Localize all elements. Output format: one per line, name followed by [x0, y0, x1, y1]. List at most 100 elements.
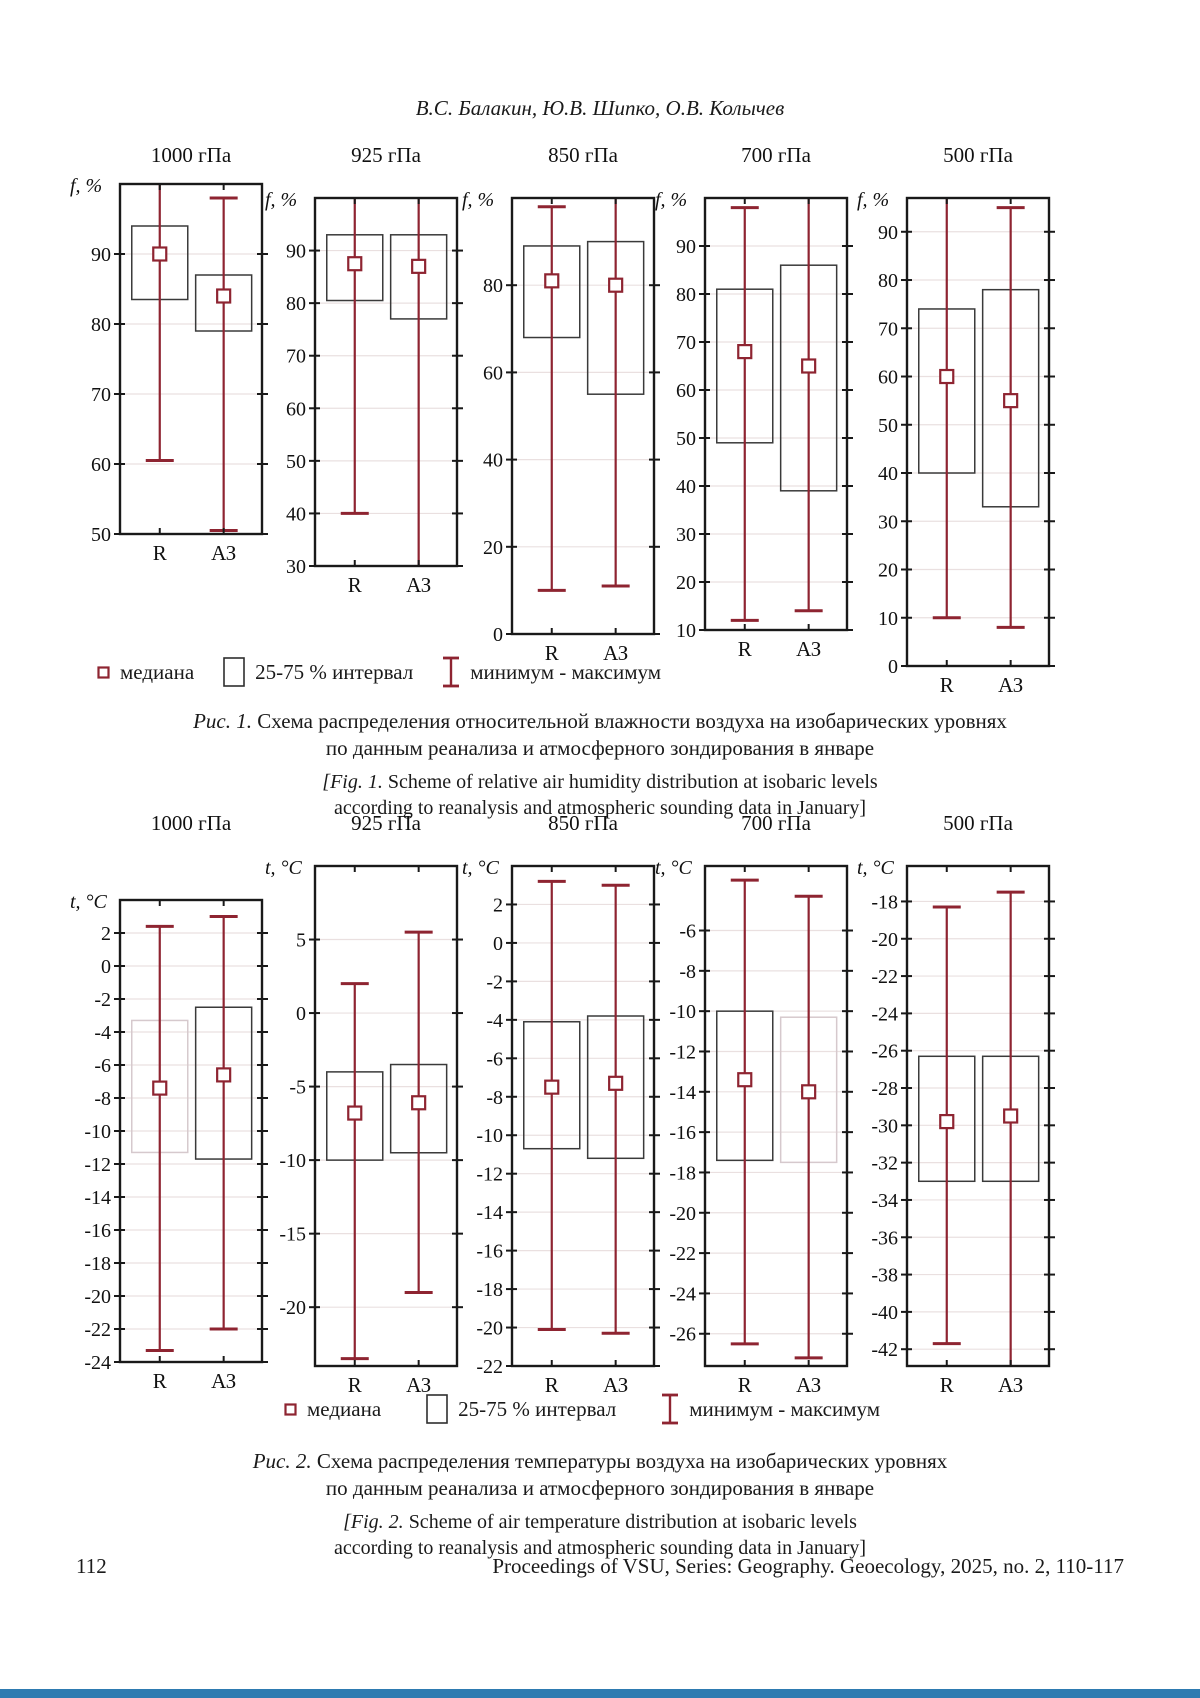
category-label: R	[348, 573, 362, 597]
category-label: АЗ	[603, 641, 628, 665]
y-tick-label: 30	[286, 556, 306, 578]
y-tick-label: 30	[878, 511, 898, 533]
y-tick-label: -6	[679, 921, 696, 943]
median-marker-АЗ	[216, 288, 232, 304]
figure2-caption: Рис. 2. Схема распределения температуры …	[0, 1448, 1200, 1561]
figure-1: 90 80 70 60 50 R АЗ 1000 гПа f, % 90 80 70 60 50 40 30 R…	[0, 138, 1200, 698]
median-marker-R	[152, 1080, 168, 1096]
boxplot-svg: 90 80 70 60 50 40 30 20 10 0 R АЗ 500 гПа f, %	[857, 143, 1055, 697]
y-tick-label: -14	[476, 1202, 503, 1224]
y-tick-label: 2	[493, 894, 503, 916]
footer-journal-line: Proceedings of VSU, Series: Geography. G…	[492, 1554, 1124, 1578]
y-tick-label: 30	[676, 524, 696, 546]
plot-frame	[510, 196, 656, 636]
figure2-caption-ru-prefix: Рис. 2.	[252, 1449, 312, 1473]
figure-2: 2 0 -2 -4 -6 -8 -10 -12 -14 -16 -18 -20 -22 -24 R АЗ 100…	[0, 806, 1200, 1410]
category-label: АЗ	[406, 1373, 431, 1397]
y-tick-label: 80	[483, 275, 503, 297]
boxplot-svg: 2 0 -2 -4 -6 -8 -10 -12 -14 -16 -18 -20 -22 R АЗ 850 гП…	[462, 811, 660, 1397]
figure2-caption-en-prefix: [Fig. 2.	[343, 1511, 404, 1533]
median-marker-R	[939, 368, 955, 385]
y-tick-label: -30	[871, 1115, 898, 1137]
y-tick-label: 40	[286, 503, 306, 525]
legend-box-item: 25-75 % интервал	[222, 656, 413, 688]
y-tick-label: 20	[676, 572, 696, 594]
y-tick-label: 10	[676, 620, 696, 642]
boxplot-svg: 90 80 70 60 50 40 30 20 10 R АЗ 700 гПа f, %	[655, 143, 853, 661]
median-marker-R	[152, 246, 168, 262]
y-tick-label: -12	[669, 1041, 696, 1063]
y-tick-label: -8	[94, 1088, 111, 1110]
median-symbol-icon	[284, 1402, 297, 1416]
y-axis-label: t, °C	[462, 857, 500, 879]
y-tick-label: -12	[476, 1164, 503, 1186]
boxplot-panel-f1-5: 90 80 70 60 50 40 30 20 10 0 R АЗ 500 гПа f, %	[853, 138, 1065, 713]
legend-median-label: медиана	[307, 1396, 382, 1421]
figure1-caption-en-line1: Scheme of relative air humidity distribu…	[382, 771, 878, 793]
y-axis-label: f, %	[265, 189, 297, 211]
figure1-panels: 90 80 70 60 50 R АЗ 1000 гПа f, % 90 80 70 60 50 40 30 R…	[0, 138, 1200, 698]
y-tick-label: 0	[101, 956, 111, 978]
boxplot-svg: 80 60 40 20 0 R АЗ 850 гПа f, %	[462, 143, 660, 665]
y-tick-label: -20	[871, 929, 898, 951]
figure1-caption-ru-line1: Схема распределения относительной влажно…	[251, 709, 1007, 733]
y-tick-label: -22	[84, 1319, 111, 1341]
legend-median-item: медиана	[283, 1397, 381, 1422]
figure2-caption-en-line1: Scheme of air temperature distribution a…	[403, 1511, 857, 1533]
y-tick-label: 40	[676, 476, 696, 498]
y-tick-label: -5	[289, 1077, 306, 1099]
y-tick-label: 40	[483, 450, 503, 472]
figure1-caption-en-line2: according to reanalysis and atmospheric …	[333, 797, 867, 819]
y-tick-label: 90	[878, 222, 898, 244]
plot-frame	[703, 196, 849, 632]
category-label: R	[153, 541, 167, 565]
y-tick-label: -26	[871, 1041, 898, 1063]
plot-frame	[510, 864, 656, 1368]
median-marker-R	[347, 256, 363, 272]
figure2-caption-ru-line2: по данным реанализа и атмосферного зонди…	[325, 1476, 875, 1500]
median-marker-АЗ	[801, 358, 817, 374]
y-tick-label: 70	[91, 384, 111, 406]
figure1-caption-ru-line2: по данным реанализа и атмосферного зонди…	[325, 736, 875, 760]
category-label: R	[153, 1369, 167, 1393]
boxplot-svg: -6 -8 -10 -12 -14 -16 -18 -20 -22 -24 -26 R АЗ 700 гП…	[655, 811, 853, 1397]
y-tick-label: -28	[871, 1078, 898, 1100]
y-tick-label: -18	[871, 891, 898, 913]
boxplot-svg: 90 80 70 60 50 R АЗ 1000 гПа f, %	[70, 143, 268, 565]
y-tick-label: 20	[878, 560, 898, 582]
median-symbol-icon	[97, 665, 110, 679]
legend-median-item: медиана	[96, 660, 194, 685]
y-tick-label: -42	[871, 1339, 898, 1361]
y-tick-label: -20	[669, 1203, 696, 1225]
y-tick-label: -14	[84, 1187, 111, 1209]
y-tick-label: 0	[493, 624, 503, 646]
y-axis-label: f, %	[857, 189, 889, 211]
y-tick-label: 80	[91, 314, 111, 336]
category-label: АЗ	[603, 1373, 628, 1397]
y-tick-label: 10	[878, 608, 898, 630]
legend-median-label: медиана	[120, 659, 195, 684]
median-marker-АЗ	[216, 1067, 232, 1083]
figure2-caption-ru-line1: Схема распределения температуры воздуха …	[311, 1449, 948, 1473]
median-marker-АЗ	[608, 277, 624, 293]
y-tick-label: -16	[476, 1241, 503, 1263]
y-tick-label: -24	[84, 1352, 111, 1374]
category-label: АЗ	[211, 1369, 236, 1393]
median-marker-R	[347, 1105, 363, 1121]
category-label: R	[940, 673, 954, 697]
category-label: АЗ	[998, 1373, 1023, 1397]
boxplot-panel-f2-2: 5 0 -5 -10 -15 -20 R АЗ 925 гПа t, °C	[261, 806, 473, 1413]
y-tick-label: 90	[91, 244, 111, 266]
figure1-caption-en-prefix: [Fig. 1.	[322, 771, 383, 793]
page-header-authors: В.С. Балакин, Ю.В. Шипко, О.В. Колычев	[415, 96, 785, 120]
legend-box-label: 25-75 % интервал	[255, 659, 414, 684]
y-tick-label: -22	[476, 1356, 503, 1378]
min-max-whisker-symbol-icon	[443, 656, 460, 688]
y-tick-label: -22	[871, 966, 898, 988]
legend-whisker-label: минимум - максимум	[689, 1396, 881, 1421]
median-marker-АЗ	[1003, 1108, 1019, 1124]
boxplot-svg: 5 0 -5 -10 -15 -20 R АЗ 925 гПа t, °C	[265, 811, 463, 1397]
median-marker-АЗ	[411, 1095, 427, 1111]
y-tick-label: -34	[871, 1190, 898, 1212]
boxplot-panel-f2-5: -18 -20 -22 -24 -26 -28 -30 -32 -34 -36 -38 -40 -42 R…	[853, 806, 1065, 1413]
